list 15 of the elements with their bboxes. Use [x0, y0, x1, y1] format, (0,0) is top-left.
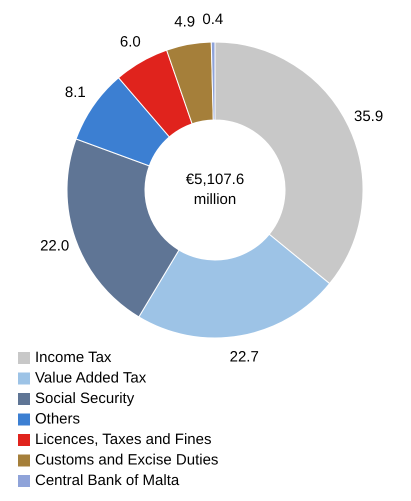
legend-label: Income Tax: [35, 348, 112, 366]
data-label: 6.0: [120, 34, 141, 51]
data-label: 8.1: [64, 84, 86, 102]
data-label: 0.4: [202, 10, 224, 28]
legend-label: Central Bank of Malta: [35, 472, 180, 489]
text: €5,107.6 million: [186, 170, 244, 208]
legend-label: Social Security: [35, 390, 135, 407]
legend-label: Others: [35, 410, 80, 428]
data-label: 4.9: [174, 14, 196, 31]
legend-label: Value Added Tax: [35, 369, 147, 386]
legend-label: Customs and Excise Duties: [35, 451, 218, 468]
data-label: 35.9: [354, 108, 384, 126]
data-label: 22.0: [40, 238, 70, 255]
data-label: 22.7: [230, 348, 259, 366]
legend-label: Licences, Taxes and Fines: [35, 430, 212, 448]
